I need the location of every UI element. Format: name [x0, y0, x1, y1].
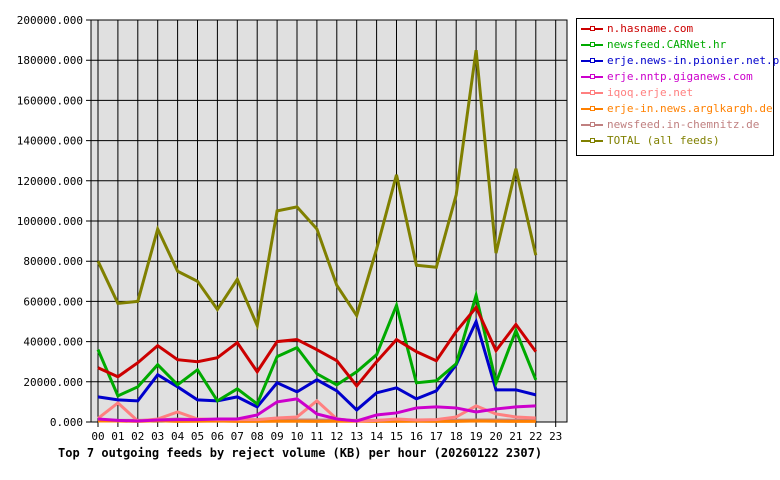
x-tick-label: 08 — [251, 430, 264, 443]
x-tick-label: 10 — [290, 430, 303, 443]
x-tick-label: 04 — [171, 430, 185, 443]
y-tick-label: 180000.000 — [17, 54, 83, 67]
series-line — [96, 289, 538, 407]
y-tick-label: 20000.000 — [23, 376, 83, 389]
legend-label: TOTAL (all feeds) — [607, 134, 720, 147]
x-tick-label: 06 — [211, 430, 224, 443]
x-tick-label: 18 — [450, 430, 463, 443]
x-tick-label: 23 — [549, 430, 562, 443]
x-tick-label: 09 — [270, 430, 283, 443]
legend-item: TOTAL (all feeds) — [581, 133, 720, 149]
legend-label: newsfeed.in-chemnitz.de — [607, 118, 760, 131]
y-tick-label: 80000.000 — [23, 255, 83, 268]
legend-item: erje.nntp.giganews.com — [581, 69, 753, 85]
y-tick-label: 0.000 — [50, 416, 83, 429]
legend-item: newsfeed.in-chemnitz.de — [581, 117, 759, 133]
x-tick-label: 14 — [370, 430, 384, 443]
chart-title: Top 7 outgoing feeds by reject volume (K… — [58, 446, 543, 460]
legend-label: erje-in.news.arglkargh.de — [607, 102, 773, 115]
series-line — [97, 304, 538, 389]
legend-item: newsfeed.CARNet.hr — [581, 37, 726, 53]
legend-item: n.hasname.com — [581, 21, 693, 37]
x-tick-label: 07 — [231, 430, 244, 443]
chart-legend: n.hasname.com newsfeed.CARNet.hr erje.ne… — [576, 18, 780, 156]
y-tick-label: 120000.000 — [17, 175, 83, 188]
y-tick-label: 200000.000 — [17, 14, 83, 27]
x-tick-label: 13 — [350, 430, 363, 443]
legend-item: erje.news-in.pionier.net.pl — [581, 53, 780, 69]
x-tick-label: 22 — [529, 430, 542, 443]
y-tick-label: 140000.000 — [17, 135, 83, 148]
legend-label: erje.nntp.giganews.com — [607, 70, 753, 83]
x-tick-label: 01 — [111, 430, 124, 443]
y-tick-label: 160000.000 — [17, 94, 83, 107]
legend-swatch-icon — [581, 138, 603, 143]
x-tick-label: 03 — [151, 430, 164, 443]
legend-label: n.hasname.com — [607, 22, 694, 35]
series-line — [97, 398, 536, 423]
legend-label: erje.news-in.pionier.net.pl — [607, 54, 780, 67]
legend-label: newsfeed.CARNet.hr — [607, 38, 727, 51]
x-tick-label: 15 — [390, 430, 403, 443]
series-line — [96, 49, 538, 331]
legend-item: erje-in.news.arglkargh.de — [581, 101, 773, 117]
x-tick-label: 21 — [509, 430, 522, 443]
legend-swatch-icon — [581, 58, 603, 63]
y-tick-label: 100000.000 — [17, 215, 83, 228]
legend-swatch-icon — [581, 26, 603, 31]
x-tick-label: 05 — [191, 430, 204, 443]
x-tick-label: 20 — [489, 430, 502, 443]
legend-swatch-icon — [581, 122, 603, 127]
x-tick-label: 19 — [469, 430, 482, 443]
legend-item: iqoq.erje.net — [581, 85, 693, 101]
x-tick-label: 17 — [430, 430, 443, 443]
x-tick-label: 11 — [310, 430, 323, 443]
series-line — [97, 317, 537, 412]
x-tick-label: 00 — [91, 430, 104, 443]
x-tick-label: 16 — [410, 430, 423, 443]
legend-swatch-icon — [581, 74, 603, 79]
x-tick-label: 02 — [131, 430, 144, 443]
series-line — [97, 397, 536, 423]
y-tick-label: 60000.000 — [23, 295, 83, 308]
x-tick-label: 12 — [330, 430, 343, 443]
legend-label: iqoq.erje.net — [607, 86, 694, 99]
legend-swatch-icon — [581, 42, 603, 47]
y-tick-label: 40000.000 — [23, 336, 83, 349]
legend-swatch-icon — [581, 90, 603, 95]
legend-swatch-icon — [581, 106, 603, 111]
